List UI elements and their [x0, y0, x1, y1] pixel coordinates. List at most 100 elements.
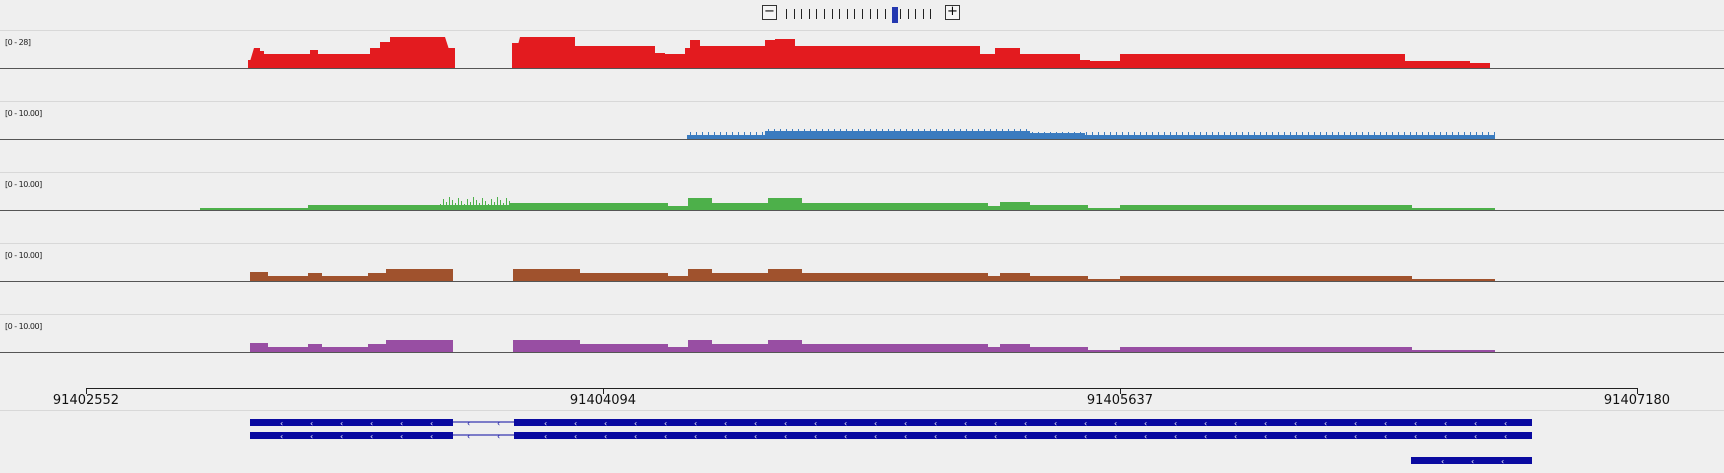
coverage-bar: [1088, 208, 1120, 210]
zoom-level-tick[interactable]: [930, 9, 932, 19]
ruler-tick-label: 91404094: [569, 393, 637, 408]
zoom-level-tick[interactable]: [839, 9, 841, 19]
zoom-in-button[interactable]: +: [945, 5, 960, 20]
zoom-level-tick[interactable]: [816, 9, 818, 19]
coverage-track-5: [0 - 10.00]: [0, 314, 1724, 381]
coverage-bar: [795, 46, 805, 68]
coverage-spike: [954, 129, 955, 139]
coverage-spike: [828, 129, 829, 139]
coverage-spike: [936, 129, 937, 139]
coverage-spike: [1146, 132, 1147, 139]
coverage-bar: [988, 276, 1000, 281]
coverage-bar: [765, 131, 1030, 139]
coverage-spike: [798, 129, 799, 139]
zoom-level-tick[interactable]: [862, 9, 863, 19]
coverage-spike: [768, 129, 769, 139]
coverage-spike: [1032, 132, 1033, 139]
strand-arrow: ‹: [370, 432, 373, 441]
zoom-level-tick[interactable]: [869, 9, 871, 19]
coverage-spike: [458, 198, 459, 210]
coverage-spike: [822, 129, 823, 139]
coverage-bar: [1120, 347, 1412, 352]
coverage-spike: [1122, 132, 1123, 139]
zoom-level-tick[interactable]: [801, 9, 803, 19]
ruler-tick: [86, 388, 87, 394]
coverage-bar: [1412, 350, 1495, 352]
strand-arrow: ‹: [1384, 432, 1387, 441]
coverage-spike: [1194, 132, 1195, 139]
zoom-level-tick[interactable]: [900, 9, 901, 19]
zoom-level-tick[interactable]: [824, 9, 825, 19]
zoom-level-tick[interactable]: [915, 9, 917, 19]
coverage-bar: [655, 53, 665, 68]
strand-arrow: ‹: [1504, 419, 1507, 428]
coverage-spike: [1080, 132, 1081, 139]
strand-arrow: ‹: [497, 432, 500, 441]
track-range-label: [0 - 10.00]: [5, 251, 42, 260]
coverage-bar: [688, 269, 712, 281]
zoom-level-tick[interactable]: [793, 9, 795, 19]
coverage-spike: [1062, 132, 1063, 139]
strand-arrow: ‹: [574, 419, 577, 428]
coverage-spike: [1302, 132, 1303, 139]
coverage-spike: [1158, 132, 1159, 139]
coverage-bar: [768, 269, 802, 281]
coverage-spike: [1482, 132, 1483, 139]
strand-arrow: ‹: [844, 419, 847, 428]
coverage-spike: [1314, 132, 1315, 139]
zoom-level-tick[interactable]: [922, 9, 924, 19]
coverage-bar: [668, 347, 688, 352]
zoom-level-tick[interactable]: [808, 9, 810, 19]
coverage-spike: [978, 129, 979, 139]
zoom-level-tick[interactable]: [907, 9, 909, 19]
strand-arrow: ‹: [604, 432, 607, 441]
zoom-level-tick[interactable]: [877, 9, 879, 19]
coverage-bar: [712, 273, 768, 281]
coverage-spike: [455, 203, 456, 210]
coverage-spike: [762, 132, 763, 139]
coverage-bar: [1000, 344, 1030, 352]
coverage-spike: [1404, 132, 1405, 139]
coverage-spike: [1134, 132, 1135, 139]
zoom-level-tick[interactable]: [831, 9, 833, 19]
zoom-level-current[interactable]: [892, 7, 899, 23]
coverage-bar: [988, 347, 1000, 352]
zoom-level-tick[interactable]: [884, 9, 886, 19]
strand-arrow: ‹: [934, 432, 937, 441]
strand-arrow: ‹: [1234, 432, 1237, 441]
coverage-bar: [765, 40, 775, 68]
strand-arrow: ‹: [844, 432, 847, 441]
track-range-label: [0 - 28]: [5, 38, 31, 47]
coverage-spike: [900, 129, 901, 139]
coverage-spike: [1416, 132, 1417, 139]
zoom-level-tick[interactable]: [786, 9, 787, 19]
coverage-spike: [1488, 132, 1489, 139]
strand-arrow: ‹: [497, 419, 500, 428]
zoom-out-button[interactable]: −: [762, 5, 777, 20]
coverage-spike: [720, 132, 721, 139]
strand-arrow: ‹: [1384, 419, 1387, 428]
coverage-spike: [1170, 132, 1171, 139]
coverage-spike: [960, 129, 961, 139]
coverage-bar: [1030, 347, 1088, 352]
coverage-spike: [852, 129, 853, 139]
strand-arrow: ‹: [1294, 419, 1297, 428]
coverage-bar: [264, 54, 310, 68]
zoom-level-tick[interactable]: [846, 9, 848, 19]
coverage-spike: [1284, 132, 1285, 139]
coverage-spike: [990, 129, 991, 139]
strand-arrow: ‹: [1264, 432, 1267, 441]
coverage-spike: [1350, 132, 1351, 139]
zoom-level-tick[interactable]: [854, 9, 856, 19]
zoom-level-slider[interactable]: [786, 7, 938, 23]
strand-arrow: ‹: [574, 432, 577, 441]
strand-arrow: ‹: [1054, 419, 1057, 428]
ruler-axis: [86, 388, 1638, 389]
strand-arrow: ‹: [1324, 419, 1327, 428]
coverage-spike: [996, 129, 997, 139]
coverage-spike: [443, 199, 444, 210]
coverage-bar: [1020, 54, 1080, 68]
coverage-spike: [780, 129, 781, 139]
coverage-spike: [503, 203, 504, 210]
coverage-spike: [972, 129, 973, 139]
